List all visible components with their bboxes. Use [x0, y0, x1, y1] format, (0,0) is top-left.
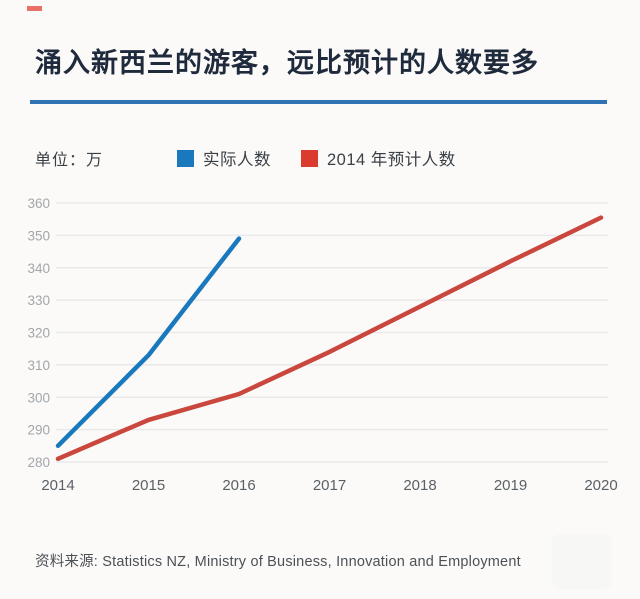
legend-label-predicted: 2014 年预计人数: [327, 151, 456, 169]
title-underline: [30, 100, 607, 104]
y-tick-label: 320: [27, 326, 50, 341]
x-tick-label: 2014: [41, 477, 74, 494]
y-tick-label: 330: [27, 293, 50, 308]
corner-red-dash: [27, 6, 42, 11]
chart-svg: 280 290 300 310 320 330 340 350 360 2014 2015 2016 2…: [27, 196, 617, 494]
legend-item-actual: 实际人数: [177, 146, 271, 170]
source-note: 资料来源: Statistics NZ, Ministry of Busines…: [35, 554, 521, 570]
x-tick-label: 2020: [584, 477, 617, 494]
x-tick-label: 2016: [222, 477, 255, 494]
x-tick-label: 2019: [494, 477, 527, 494]
legend-label-actual: 实际人数: [203, 151, 271, 169]
y-tick-label: 300: [27, 390, 50, 405]
y-tick-label: 350: [27, 228, 50, 243]
x-tick-label: 2017: [313, 477, 346, 494]
line-predicted: [55, 215, 604, 462]
unit-label: 单位：万: [35, 152, 104, 169]
line-actual: [55, 236, 242, 449]
legend-swatch-actual: [177, 149, 194, 167]
watermark: [552, 534, 612, 589]
x-tick-label: 2018: [403, 477, 436, 494]
legend: 实际人数 2014 年预计人数: [177, 146, 456, 170]
page-title: 涌入新西兰的游客，远比预计的人数要多: [35, 48, 539, 78]
y-tick-label: 280: [27, 455, 50, 470]
y-tick-label: 310: [27, 358, 50, 373]
line-chart: 280 290 300 310 320 330 340 350 360 2014 2015 2016 2…: [0, 185, 640, 500]
x-tick-label: 2015: [132, 477, 165, 494]
y-tick-label: 340: [27, 261, 50, 276]
legend-item-predicted: 2014 年预计人数: [301, 146, 456, 170]
legend-row: 单位：万 实际人数 2014 年预计人数: [35, 146, 615, 170]
y-tick-label: 360: [27, 196, 50, 211]
y-tick-label: 290: [27, 423, 50, 438]
legend-swatch-predicted: [301, 149, 318, 167]
